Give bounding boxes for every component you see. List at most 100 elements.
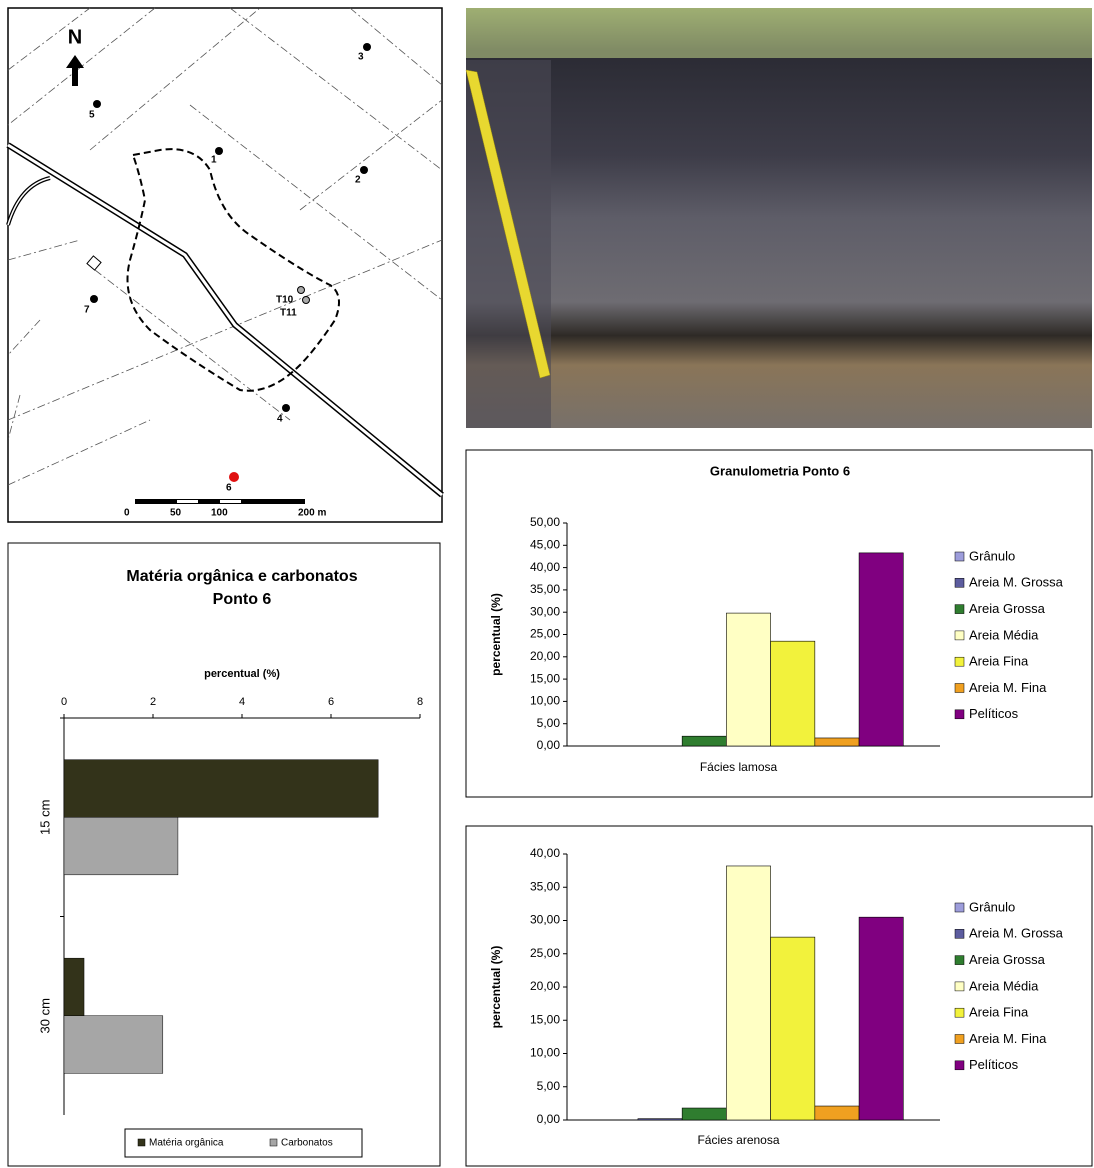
scale-label: 50 (170, 508, 182, 519)
x-tick-label: Fácies lamosa (700, 760, 778, 774)
legend-label: Areia Fina (969, 1005, 1029, 1020)
y-tick-label: 0,00 (537, 738, 561, 752)
legend-swatch (954, 551, 965, 562)
bar (63, 957, 85, 1016)
legend-swatch (954, 1060, 965, 1071)
bar (681, 1107, 727, 1121)
y-tick-label: 30,00 (530, 913, 560, 927)
legend-swatch (269, 1138, 278, 1147)
y-tick-label: 15,00 (530, 671, 560, 685)
point-label: 5 (89, 110, 95, 121)
legend-swatch (954, 683, 965, 693)
y-tick-label: 25,00 (530, 627, 560, 641)
x-axis-title: percentual (%) (204, 668, 280, 680)
legend-label: Areia Média (969, 978, 1039, 993)
legend-label: Areia M. Grossa (969, 926, 1064, 941)
y-tick-label: 45,00 (530, 537, 560, 551)
legend-label: Matéria orgânica (149, 1138, 224, 1149)
point-label: T10 (276, 295, 294, 306)
bar (726, 865, 771, 1121)
scale-bar (135, 499, 305, 504)
chart-title: Matéria orgânica e carbonatos (126, 568, 357, 585)
bar (726, 612, 771, 747)
bar (858, 916, 904, 1121)
legend-swatch (954, 929, 965, 939)
bar (681, 735, 727, 747)
legend-swatch (954, 955, 965, 965)
legend-label: Pelíticos (969, 706, 1019, 721)
measuring-tape (465, 69, 551, 379)
point-label: 4 (277, 414, 283, 425)
legend-swatch (954, 1034, 965, 1044)
scale-label: 0 (124, 508, 130, 519)
scale-label: 200 m (298, 508, 326, 519)
point-label: 2 (355, 175, 361, 186)
x-tick-label: 6 (328, 696, 334, 708)
point-label: 1 (211, 155, 217, 166)
y-axis-title: percentual (%) (489, 946, 503, 1029)
x-tick-label: 4 (239, 696, 245, 708)
y-tick-label: 10,00 (530, 694, 560, 708)
bar (770, 936, 816, 1121)
legend-swatch (954, 630, 965, 641)
bar (814, 737, 860, 747)
y-axis-title: percentual (%) (489, 593, 503, 676)
legend-swatch (954, 604, 965, 614)
map-points (90, 43, 371, 482)
legend-label: Grânulo (969, 899, 1015, 914)
legend-label: Areia M. Fina (969, 1031, 1047, 1046)
parcel-lines (7, 7, 443, 486)
legend-label: Pelíticos (969, 1057, 1019, 1072)
map: N 1 2 3 4 5 6 7 T10 T11 0 50 100 200 m (6, 7, 444, 523)
legend-label: Areia M. Fina (969, 680, 1047, 695)
y-tick-label: 35,00 (530, 879, 560, 893)
bar (63, 759, 379, 818)
legend-box (124, 1128, 363, 1158)
north-label: N (68, 26, 82, 48)
chart-title: Granulometria Ponto 6 (710, 463, 850, 478)
area-outline (126, 148, 340, 392)
y-tick-label: 15 cm (37, 800, 52, 835)
point-label: 3 (358, 52, 364, 63)
legend-label: Areia Fina (969, 654, 1029, 669)
bar (858, 552, 904, 747)
y-tick-label: 20,00 (530, 979, 560, 993)
scale-label: 100 (211, 508, 228, 519)
point-label: 6 (226, 483, 232, 494)
x-tick-label: 0 (61, 696, 67, 708)
legend-label: Areia Grossa (969, 601, 1046, 616)
y-tick-label: 10,00 (530, 1046, 560, 1060)
legend-label: Areia M. Grossa (969, 575, 1064, 590)
y-tick-label: 30,00 (530, 604, 560, 618)
legend-swatch (954, 902, 965, 913)
y-tick-label: 40,00 (530, 846, 560, 860)
y-tick-label: 0,00 (537, 1112, 561, 1126)
legend-label: Carbonatos (281, 1138, 333, 1149)
point-label: 7 (84, 305, 90, 316)
legend-swatch (954, 1007, 965, 1018)
legend-swatch (954, 578, 965, 588)
y-tick-label: 30 cm (37, 998, 52, 1033)
y-tick-label: 50,00 (530, 515, 560, 529)
y-tick-label: 25,00 (530, 946, 560, 960)
bar (637, 1118, 683, 1121)
x-tick-label: 2 (150, 696, 156, 708)
legend-swatch (954, 709, 965, 720)
bar (814, 1105, 860, 1121)
legend-swatch (137, 1138, 146, 1147)
legend-swatch (954, 656, 965, 667)
legend-swatch (954, 981, 965, 992)
y-tick-label: 5,00 (537, 1079, 561, 1093)
y-tick-label: 35,00 (530, 582, 560, 596)
bar (770, 640, 816, 747)
x-tick-label: 8 (417, 696, 423, 708)
chart-subtitle: Ponto 6 (213, 591, 272, 608)
soil-photo (465, 8, 1092, 428)
legend-label: Areia Média (969, 627, 1039, 642)
y-tick-label: 40,00 (530, 560, 560, 574)
legend-label: Areia Grossa (969, 952, 1046, 967)
bar (63, 1015, 164, 1074)
x-tick-label: Fácies arenosa (697, 1133, 779, 1147)
y-tick-label: 5,00 (537, 716, 561, 730)
